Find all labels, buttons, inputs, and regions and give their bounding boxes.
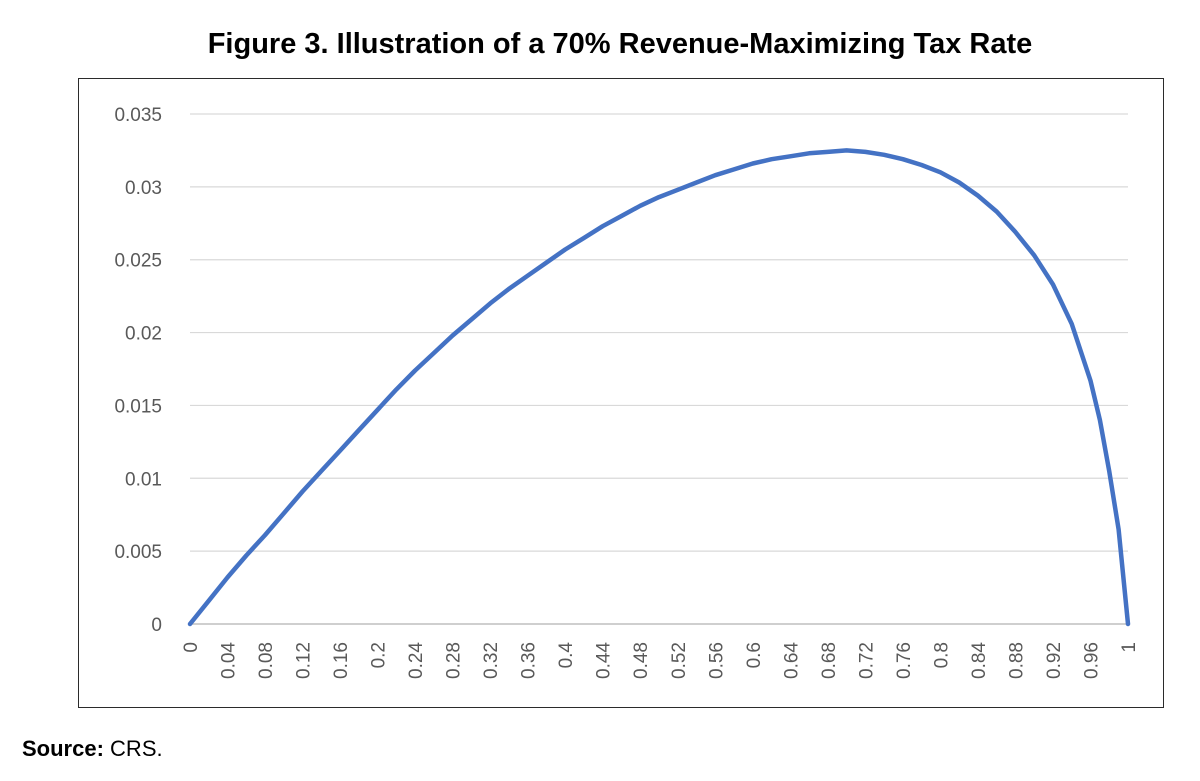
x-tick-label: 0.4 (556, 642, 577, 669)
x-tick-label: 0.76 (894, 642, 915, 679)
y-tick-label: 0.03 (125, 178, 162, 199)
chart-title: Figure 3. Illustration of a 70% Revenue-… (207, 28, 1033, 60)
x-tick-label: 0 (181, 642, 202, 653)
y-tick-label: 0.015 (114, 396, 162, 417)
y-tick-label: 0.025 (114, 251, 162, 272)
series-line (187, 148, 1131, 627)
x-tick-label: 0.28 (444, 642, 465, 679)
chart-frame (78, 78, 1164, 708)
y-tick-label: 0.005 (114, 542, 162, 563)
y-tick-label: 0 (151, 615, 162, 636)
x-tick-label: 0.48 (631, 642, 652, 679)
x-tick-label: 0.96 (1081, 642, 1102, 679)
source-label: Source: (22, 736, 104, 761)
x-tick-label: 0.52 (669, 642, 690, 679)
y-tick-label: 0.01 (125, 469, 162, 490)
x-tick-label: 0.56 (706, 642, 727, 679)
y-tick-label: 0.035 (114, 105, 162, 126)
x-tick-label: 0.12 (294, 642, 315, 679)
x-tick-label: 0.68 (819, 642, 840, 679)
x-tick-label: 0.92 (1044, 642, 1065, 679)
x-tick-label: 0.36 (519, 642, 540, 679)
x-tick-label: 0.84 (969, 642, 990, 679)
x-tick-label: 0.04 (219, 642, 240, 679)
x-tick-label: 0.72 (856, 642, 877, 679)
x-tick-label: 0.16 (331, 642, 352, 679)
x-tick-label: 0.64 (781, 642, 802, 679)
x-tick-label: 0.8 (931, 642, 952, 668)
source-note: Source: CRS. (22, 736, 163, 762)
x-tick-label: 0.32 (481, 642, 502, 679)
x-tick-label: 1 (1119, 642, 1140, 653)
x-tick-label: 0.6 (744, 642, 765, 668)
x-tick-label: 0.88 (1006, 642, 1027, 679)
y-tick-label: 0.02 (125, 324, 162, 345)
x-tick-label: 0.08 (256, 642, 277, 679)
source-text: CRS. (110, 736, 163, 761)
x-tick-label: 0.2 (369, 642, 390, 668)
x-tick-label: 0.44 (594, 642, 615, 679)
x-tick-label: 0.24 (406, 642, 427, 679)
